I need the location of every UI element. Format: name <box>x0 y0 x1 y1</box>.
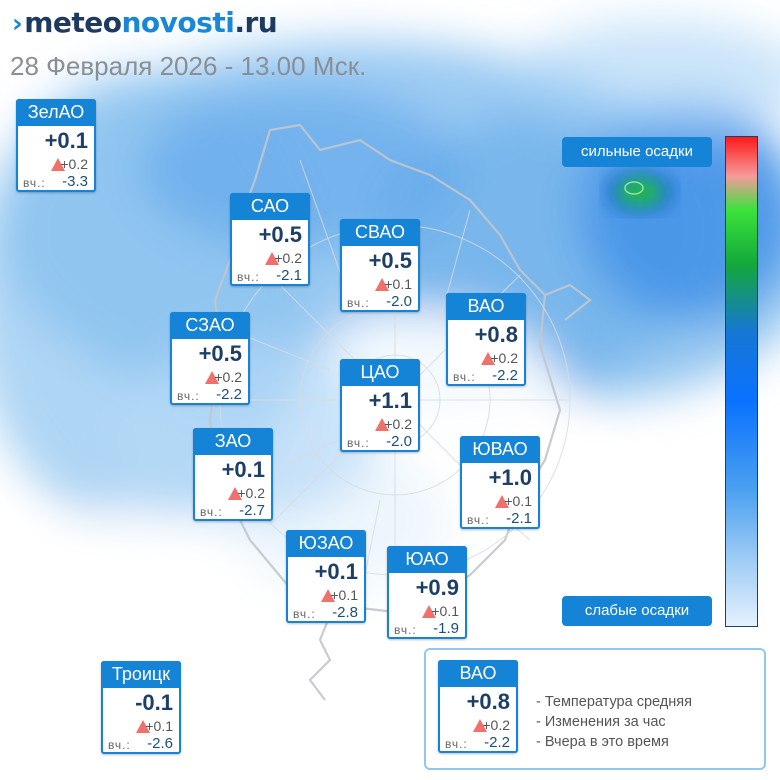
legend-sample-card: ВАО +0.8 +0.2 вч.: -2.2 <box>438 660 518 753</box>
hourly-change: +0.2 <box>214 369 242 385</box>
rise-triangle-icon <box>228 487 242 500</box>
average-temperature: +0.9 <box>415 575 459 600</box>
yesterday-temperature: -1.9 <box>433 620 459 637</box>
rise-triangle-icon <box>51 158 65 171</box>
district-card-sao: САО +0.5 +0.2 вч.: -2.1 <box>230 193 310 286</box>
district-name: ЗАО <box>193 428 273 455</box>
yesterday-temperature: -3.3 <box>62 173 88 190</box>
average-temperature: +0.1 <box>314 559 358 584</box>
rise-triangle-icon <box>481 352 495 365</box>
hourly-change: +0.1 <box>330 587 358 603</box>
heavy-precip-label: сильные осадки <box>562 137 712 167</box>
yesterday-temperature: -2.1 <box>276 267 302 284</box>
forecast-datetime: 28 Февраля 2026 - 13.00 Мск. <box>10 51 367 81</box>
yesterday-label: вч.: <box>177 389 200 403</box>
yesterday-label: вч.: <box>445 737 468 751</box>
yesterday-temperature: -2.7 <box>239 502 265 519</box>
rise-triangle-icon <box>375 418 389 431</box>
logo-part-novosti: novosti <box>121 6 235 39</box>
district-name: ЮВАО <box>460 436 540 463</box>
yesterday-label: вч.: <box>108 738 131 752</box>
district-card-zao: ЗАО +0.1 +0.2 вч.: -2.7 <box>193 428 273 521</box>
legend-descriptions: - Температура средняя - Изменения за час… <box>536 692 692 752</box>
light-precip-label: слабые осадки <box>562 596 712 626</box>
average-temperature: +0.5 <box>198 341 242 366</box>
average-temperature: +0.5 <box>368 248 412 273</box>
legend-box: ВАО +0.8 +0.2 вч.: -2.2 - Температура ср… <box>424 648 766 770</box>
hourly-change: +0.1 <box>384 276 412 292</box>
legend-line-average-temp: - Температура средняя <box>536 694 692 710</box>
district-card-cao: ЦАО +1.1 +0.2 вч.: -2.0 <box>340 359 420 452</box>
yesterday-temperature: -2.2 <box>484 734 510 751</box>
hourly-change: +0.1 <box>431 603 459 619</box>
district-name: СЗАО <box>170 312 250 339</box>
district-card-yuvao: ЮВАО +1.0 +0.1 вч.: -2.1 <box>460 436 540 529</box>
hourly-change: +0.2 <box>237 485 265 501</box>
district-name: Троицк <box>101 661 181 688</box>
hourly-change: +0.1 <box>504 493 532 509</box>
hourly-change: +0.2 <box>384 416 412 432</box>
yesterday-temperature: -2.0 <box>386 433 412 450</box>
yesterday-label: вч.: <box>347 296 370 310</box>
average-temperature: +0.1 <box>44 128 88 153</box>
district-name: ЦАО <box>340 359 420 386</box>
average-temperature: +1.0 <box>488 465 532 490</box>
logo-part-meteo: meteo <box>24 6 122 39</box>
district-name: ВАО <box>438 660 518 687</box>
average-temperature: -0.1 <box>135 690 173 715</box>
district-name: ЗелАО <box>16 99 96 126</box>
hourly-change: +0.2 <box>490 350 518 366</box>
yesterday-temperature: -2.8 <box>332 604 358 621</box>
yesterday-label: вч.: <box>237 270 260 284</box>
logo-mark: › <box>12 9 23 39</box>
rise-triangle-icon <box>495 495 509 508</box>
rise-triangle-icon <box>375 278 389 291</box>
average-temperature: +0.8 <box>466 689 510 714</box>
yesterday-label: вч.: <box>293 607 316 621</box>
logo-part-domain: .ru <box>234 6 278 39</box>
district-name: СВАО <box>340 219 420 246</box>
rise-triangle-icon <box>321 589 335 602</box>
district-name: ВАО <box>446 293 526 320</box>
district-card-yuao: ЮАО +0.9 +0.1 вч.: -1.9 <box>387 546 467 639</box>
hourly-change: +0.1 <box>145 718 173 734</box>
legend-line-yesterday: - Вчера в это время <box>536 734 669 750</box>
legend-line-hourly-change: - Изменения за час <box>536 714 666 730</box>
yesterday-label: вч.: <box>23 176 46 190</box>
yesterday-label: вч.: <box>200 505 223 519</box>
average-temperature: +0.8 <box>474 322 518 347</box>
hourly-change: +0.2 <box>274 250 302 266</box>
site-logo[interactable]: ›meteonovosti.ru <box>12 6 278 39</box>
rise-triangle-icon <box>265 252 279 265</box>
yesterday-label: вч.: <box>453 370 476 384</box>
district-name: САО <box>230 193 310 220</box>
rise-triangle-icon <box>473 719 487 732</box>
district-card-zelao: ЗелАО +0.1 +0.2 вч.: -3.3 <box>16 99 96 192</box>
yesterday-temperature: -2.0 <box>386 293 412 310</box>
yesterday-label: вч.: <box>347 436 370 450</box>
hourly-change: +0.2 <box>60 156 88 172</box>
average-temperature: +0.5 <box>258 222 302 247</box>
average-temperature: +1.1 <box>368 388 412 413</box>
yesterday-label: вч.: <box>467 513 490 527</box>
district-card-vao: ВАО +0.8 +0.2 вч.: -2.2 <box>446 293 526 386</box>
district-card-troitsk: Троицк -0.1 +0.1 вч.: -2.6 <box>101 661 181 754</box>
precipitation-color-scale <box>725 136 758 627</box>
hourly-change: +0.2 <box>482 717 510 733</box>
average-temperature: +0.1 <box>221 457 265 482</box>
rise-triangle-icon <box>136 720 150 733</box>
district-name: ЮАО <box>387 546 467 573</box>
district-card-szao: СЗАО +0.5 +0.2 вч.: -2.2 <box>170 312 250 405</box>
district-name: ЮЗАО <box>286 530 366 557</box>
yesterday-temperature: -2.2 <box>492 367 518 384</box>
district-card-yuzao: ЮЗАО +0.1 +0.1 вч.: -2.8 <box>286 530 366 623</box>
rise-triangle-icon <box>422 605 436 618</box>
yesterday-temperature: -2.6 <box>147 735 173 752</box>
yesterday-temperature: -2.2 <box>216 386 242 403</box>
rise-triangle-icon <box>205 371 219 384</box>
district-card-svao: СВАО +0.5 +0.1 вч.: -2.0 <box>340 219 420 312</box>
yesterday-label: вч.: <box>394 623 417 637</box>
yesterday-temperature: -2.1 <box>506 510 532 527</box>
